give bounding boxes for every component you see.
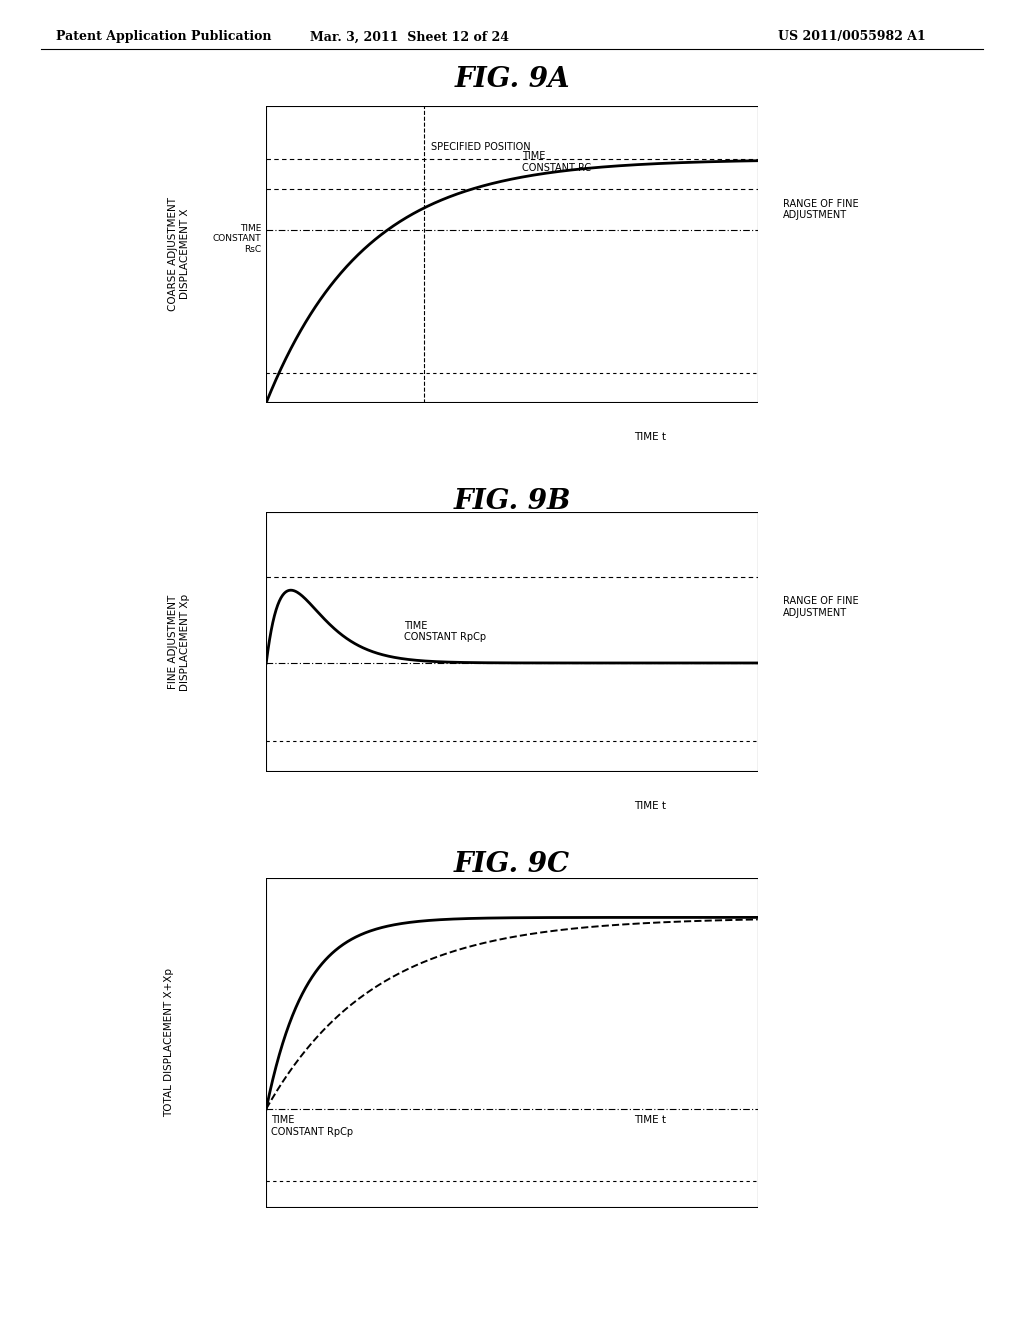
Text: TIME t: TIME t <box>634 801 666 812</box>
Text: US 2011/0055982 A1: US 2011/0055982 A1 <box>778 30 926 44</box>
Text: FIG. 9C: FIG. 9C <box>454 851 570 878</box>
Text: RANGE OF FINE
ADJUSTMENT: RANGE OF FINE ADJUSTMENT <box>783 199 859 220</box>
Text: TIME
CONSTANT
RsC: TIME CONSTANT RsC <box>213 223 261 253</box>
Text: COARSE ADJUSTMENT
DISPLACEMENT X: COARSE ADJUSTMENT DISPLACEMENT X <box>168 197 190 312</box>
Text: FINE ADJUSTMENT
DISPLACEMENT Xp: FINE ADJUSTMENT DISPLACEMENT Xp <box>168 594 190 690</box>
Text: TIME t: TIME t <box>634 432 666 442</box>
Text: TIME
CONSTANT RpCp: TIME CONSTANT RpCp <box>271 1115 353 1137</box>
Text: FIG. 9A: FIG. 9A <box>455 66 569 92</box>
Text: TIME
CONSTANT RpCp: TIME CONSTANT RpCp <box>403 620 486 643</box>
Text: RANGE OF FINE
ADJUSTMENT: RANGE OF FINE ADJUSTMENT <box>783 597 859 618</box>
Text: TIME
CONSTANT RC: TIME CONSTANT RC <box>522 152 591 173</box>
Text: Mar. 3, 2011  Sheet 12 of 24: Mar. 3, 2011 Sheet 12 of 24 <box>310 30 509 44</box>
Text: Patent Application Publication: Patent Application Publication <box>56 30 271 44</box>
Text: TOTAL DISPLACEMENT X+Xp: TOTAL DISPLACEMENT X+Xp <box>164 969 174 1117</box>
Text: TIME t: TIME t <box>634 1115 666 1126</box>
Text: SPECIFIED POSITION: SPECIFIED POSITION <box>431 141 530 152</box>
Text: FIG. 9B: FIG. 9B <box>454 488 570 515</box>
